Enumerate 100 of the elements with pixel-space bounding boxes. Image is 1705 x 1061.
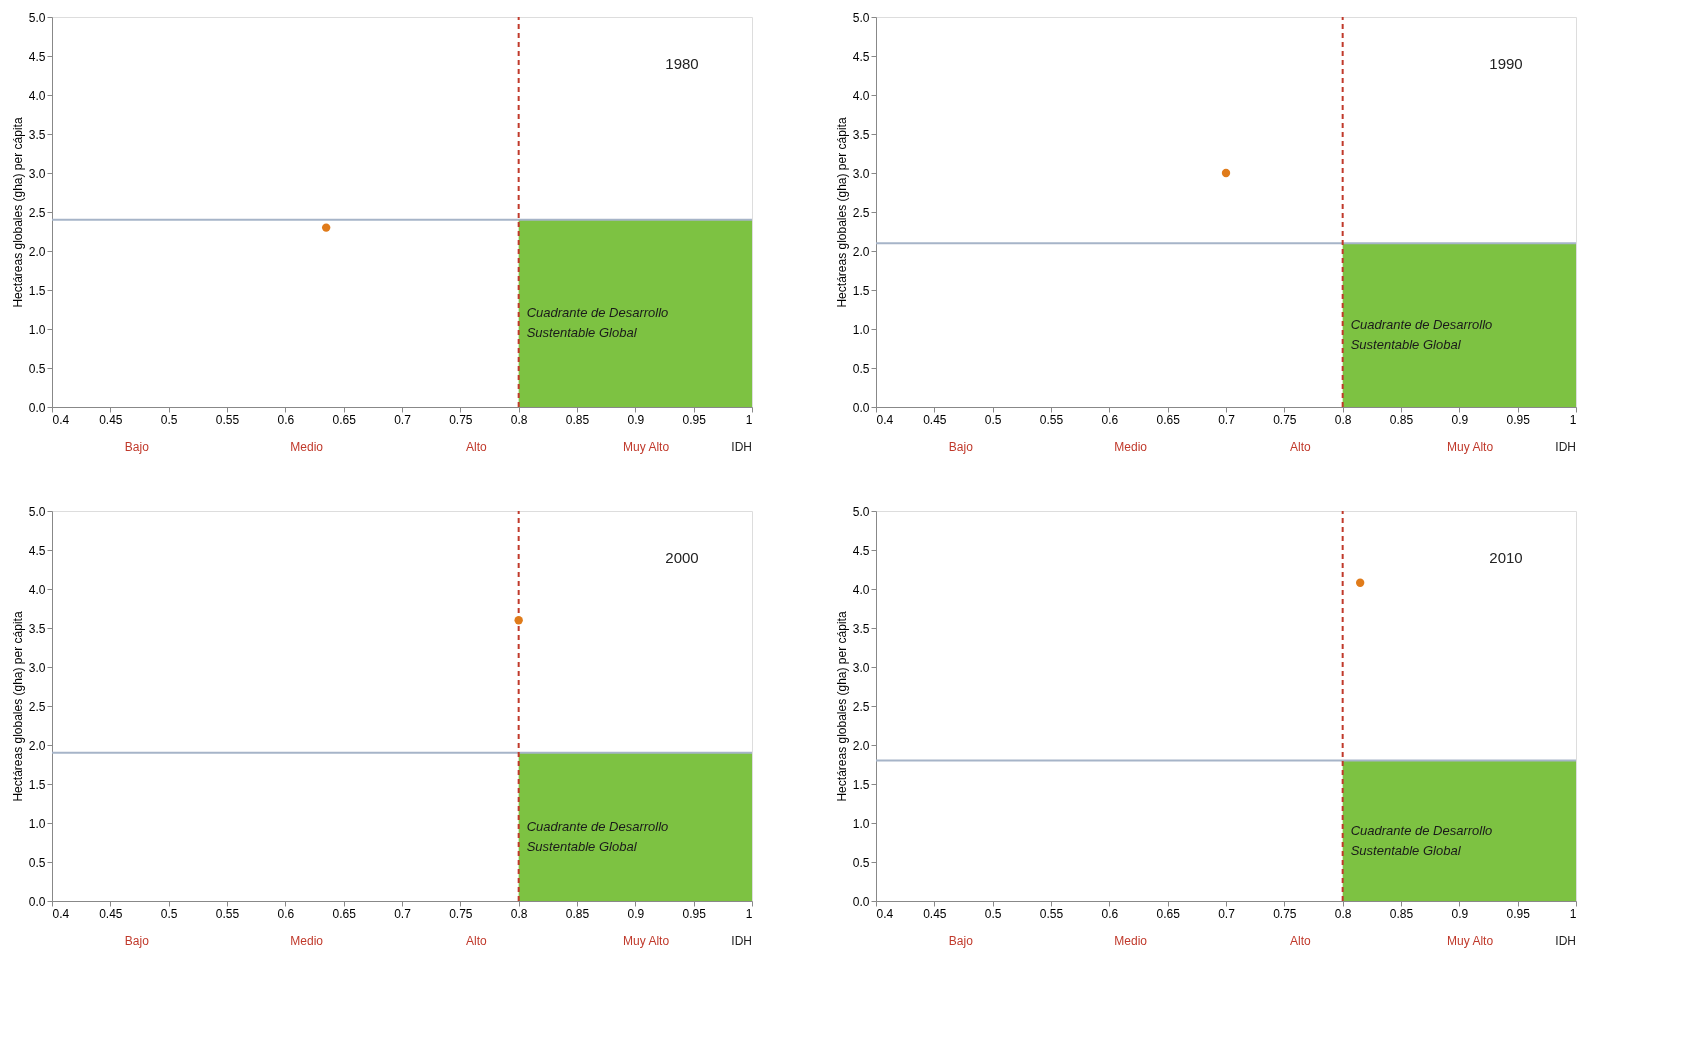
text: 2000 [665,548,699,566]
text: 2010 [1489,548,1523,566]
y-tick-label: 2.5 [28,205,46,220]
y-tick-label: 2.0 [852,738,870,753]
y-tick-label: 3.0 [28,166,46,181]
y-tick-label: 3.0 [852,660,870,675]
x-tick-label: 0.65 [332,412,357,427]
y-tick-label: 0.5 [28,361,46,376]
text: Alto [466,934,488,948]
x-tick-label: 0.55 [215,906,240,921]
band-label: Cuadrante de Desarrollo Sustentable Global [1350,822,1493,858]
band-label: Cuadrante de Desarrollo Sustentable Global [526,305,669,341]
y-axis-title: Hectáreas globales (gha) per cápita [10,611,25,802]
y-tick-label: 0.0 [28,400,46,415]
y-tick-label: 2.5 [852,205,870,220]
text: IDH [1555,934,1576,948]
y-tick-label: 4.5 [28,49,46,64]
band-label: Cuadrante de Desarrollo Sustentable Global [1350,317,1493,353]
y-tick-label: 2.0 [852,244,870,259]
x-tick-label: 0.5 [160,412,178,427]
text: Bajo [124,934,150,948]
y-tick-label: 5.0 [28,504,46,519]
x-tick-label: 0.55 [1039,412,1064,427]
x-tick-label: 0.75 [449,906,473,921]
x-tick-label: 0.6 [277,906,295,921]
x-tick-label: 0.7 [1218,906,1236,921]
y-tick-label: 2.5 [852,699,870,714]
x-tick-label: 0.95 [682,906,707,921]
y-tick-label: 1.5 [852,777,870,792]
y-tick-label: 4.5 [28,543,46,558]
x-tick-label: 1 [745,906,753,921]
text: Medio [290,440,324,454]
x-tick-label: 0.55 [215,412,240,427]
x-tick-label: 0.65 [332,906,357,921]
y-tick-label: 3.5 [852,127,870,142]
y-tick-label: 3.5 [852,621,870,636]
y-tick-label: 3.5 [28,621,46,636]
x-tick-label: 0.7 [394,906,412,921]
y-tick-label: 4.0 [852,582,870,597]
y-axis-title: Hectáreas globales (gha) per cápita [10,117,25,308]
x-tick-label: 1 [1569,412,1577,427]
y-tick-label: 1.0 [852,322,870,337]
x-tick-label: 0.85 [1389,906,1414,921]
x-tick-label: 0.65 [1156,906,1181,921]
y-tick-label: 2.0 [28,244,46,259]
x-tick-label: 0.9 [627,906,645,921]
x-tick-label: 0.95 [1506,906,1531,921]
y-tick-label: 4.0 [852,88,870,103]
y-tick-label: 3.0 [852,166,870,181]
y-tick-label: 4.5 [852,49,870,64]
text: Alto [1290,440,1312,454]
x-tick-label: 0.45 [923,412,947,427]
x-tick-label: 0.55 [1039,906,1064,921]
y-tick-label: 3.0 [28,660,46,675]
x-tick-label: 0.4 [876,412,894,427]
y-tick-label: 4.5 [852,543,870,558]
text: Bajo [124,440,150,454]
text: 1990 [1489,54,1523,72]
text: Alto [1290,934,1312,948]
y-tick-label: 4.0 [28,88,46,103]
x-tick-label: 1 [745,412,753,427]
text: Bajo [948,440,974,454]
x-tick-label: 0.65 [1156,412,1181,427]
x-tick-label: 0.6 [277,412,295,427]
x-tick-label: 0.4 [876,906,894,921]
x-tick-label: 0.5 [984,412,1002,427]
x-tick-label: 0.9 [1451,906,1469,921]
x-tick-label: 0.4 [52,412,70,427]
y-tick-label: 1.5 [28,283,46,298]
x-tick-label: 0.75 [1273,906,1297,921]
x-tick-label: 0.85 [565,906,590,921]
text: Muy Alto [623,440,670,454]
y-tick-label: 1.0 [28,816,46,831]
y-axis-title: Hectáreas globales (gha) per cápita [834,117,849,308]
x-tick-label: 0.95 [682,412,707,427]
x-tick-label: 0.9 [1451,412,1469,427]
x-tick-label: 0.45 [99,412,123,427]
y-tick-label: 2.5 [28,699,46,714]
x-tick-label: 0.85 [565,412,590,427]
x-tick-label: 0.6 [1101,906,1119,921]
y-tick-label: 4.0 [28,582,46,597]
band-label: Cuadrante de Desarrollo Sustentable Global [526,818,669,854]
y-tick-label: 5.0 [852,10,870,25]
y-tick-label: 0.5 [852,361,870,376]
x-tick-label: 0.8 [510,412,528,427]
text: Medio [290,934,324,948]
x-tick-label: 0.95 [1506,412,1531,427]
y-tick-label: 0.0 [852,894,870,909]
y-tick-label: 2.0 [28,738,46,753]
text: Medio [1114,440,1148,454]
x-tick-label: 0.9 [627,412,645,427]
x-tick-label: 0.7 [1218,412,1236,427]
y-tick-label: 1.5 [28,777,46,792]
text: Alto [466,440,488,454]
x-tick-label: 0.5 [984,906,1002,921]
y-tick-label: 5.0 [28,10,46,25]
text: 1980 [665,54,699,72]
x-tick-label: 0.8 [1334,906,1352,921]
x-tick-label: 0.45 [923,906,947,921]
x-tick-label: 0.75 [1273,412,1297,427]
